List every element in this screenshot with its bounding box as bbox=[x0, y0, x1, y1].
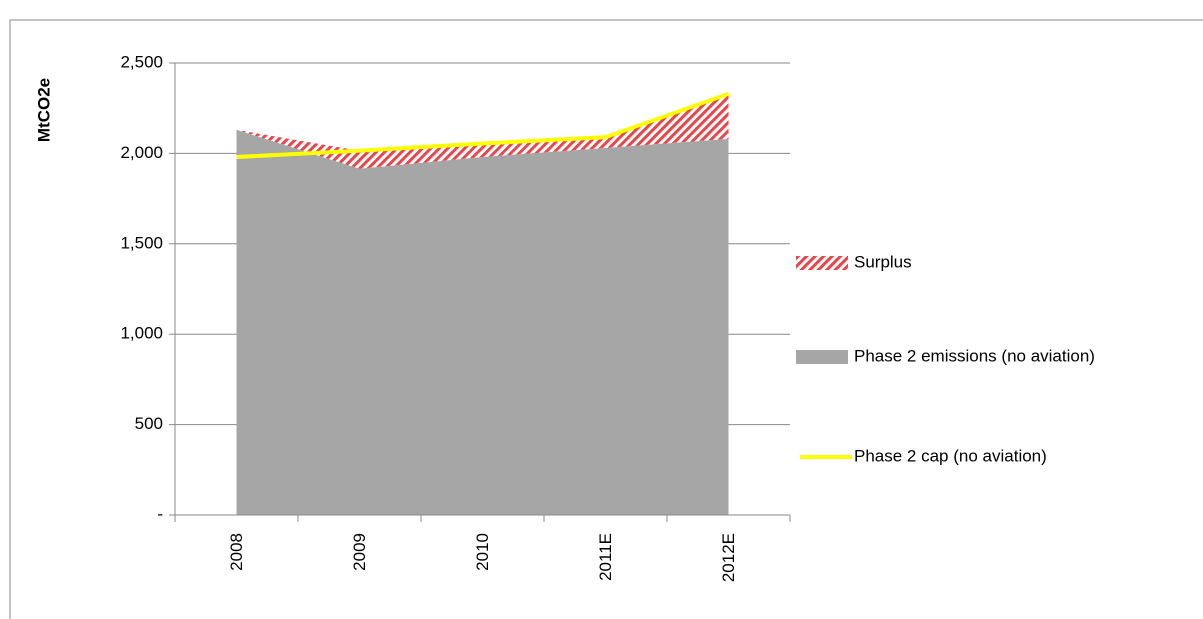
y-tick-label: 1,000 bbox=[120, 324, 163, 343]
y-tick-label: - bbox=[157, 504, 163, 523]
legend-label: Phase 2 cap (no aviation) bbox=[854, 446, 1047, 465]
legend-swatch bbox=[796, 256, 848, 270]
area-0 bbox=[236, 93, 729, 169]
legend-label: Phase 2 emissions (no aviation) bbox=[854, 346, 1095, 365]
x-tick-label: 2008 bbox=[227, 533, 246, 571]
x-tick-label: 2010 bbox=[473, 533, 492, 571]
y-axis-label: MtCO2e bbox=[34, 78, 53, 142]
legend-swatch bbox=[796, 350, 848, 364]
y-tick-label: 500 bbox=[135, 414, 163, 433]
y-tick-label: 1,500 bbox=[120, 233, 163, 252]
x-tick-label: 2012E bbox=[719, 533, 738, 582]
x-tick-label: 2009 bbox=[350, 533, 369, 571]
area-1 bbox=[236, 129, 729, 515]
y-tick-label: 2,500 bbox=[120, 52, 163, 71]
line-2 bbox=[236, 91, 730, 160]
y-tick-label: 2,000 bbox=[120, 143, 163, 162]
chart-frame bbox=[9, 19, 1203, 619]
legend-label: Surplus bbox=[854, 252, 912, 271]
x-tick-label: 2011E bbox=[596, 533, 615, 581]
